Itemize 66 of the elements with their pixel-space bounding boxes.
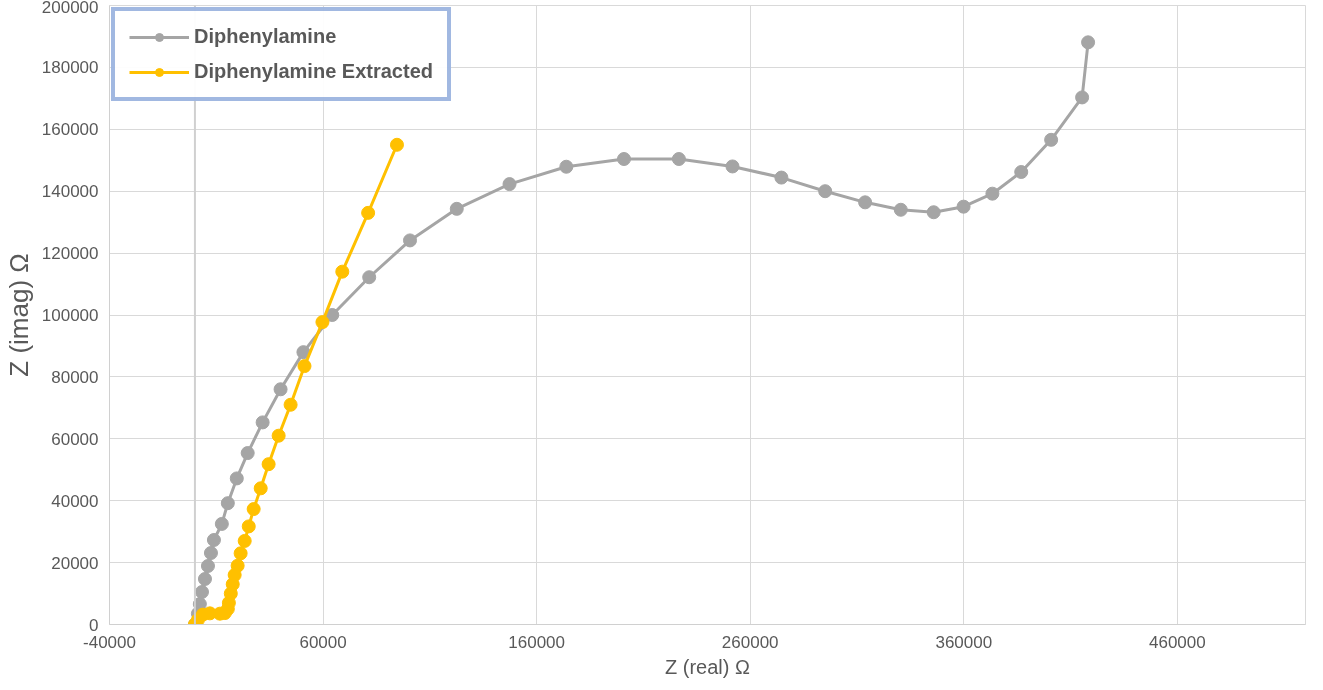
point: [197, 572, 212, 586]
point: [255, 415, 270, 430]
point: [220, 496, 235, 511]
x-tick-label: -40000: [83, 632, 136, 652]
point: [985, 186, 1000, 201]
point: [296, 345, 311, 360]
point: [233, 546, 248, 561]
point: [297, 359, 312, 374]
point: [241, 519, 256, 534]
point: [273, 382, 288, 397]
point: [818, 184, 833, 199]
point: [335, 264, 350, 279]
point: [956, 199, 971, 214]
legend-label: Diphenylamine Extracted: [194, 60, 433, 83]
point: [283, 397, 298, 412]
point: [926, 205, 941, 220]
y-tick-label: 60000: [51, 429, 99, 449]
point: [230, 558, 245, 573]
y-tick-label: 140000: [41, 182, 99, 202]
x-tick-label: 460000: [1148, 632, 1206, 652]
x-axis-title: Z (real) Ω: [665, 655, 751, 678]
point: [246, 502, 261, 517]
point: [1014, 165, 1029, 179]
point: [389, 137, 404, 152]
point: [1081, 35, 1096, 50]
point: [502, 177, 517, 192]
point: [253, 481, 268, 496]
point: [893, 202, 908, 217]
point: [858, 195, 873, 210]
y-tick-label: 200000: [41, 0, 99, 17]
point: [361, 205, 376, 220]
point: [240, 446, 255, 461]
point: [261, 457, 276, 472]
point: [203, 546, 218, 560]
point: [725, 159, 740, 174]
x-tick-label: 160000: [508, 632, 566, 652]
point: [200, 559, 215, 573]
point: [194, 585, 209, 599]
y-tick-label: 20000: [51, 553, 99, 573]
point: [214, 516, 229, 531]
legend-label: Diphenylamine: [194, 25, 337, 48]
point: [206, 533, 221, 547]
point: [616, 152, 631, 166]
point: [559, 159, 574, 174]
y-axis-title: Z (imag) Ω: [3, 253, 34, 377]
point: [315, 315, 330, 330]
y-tick-label: 180000: [41, 58, 99, 78]
point: [1075, 90, 1090, 105]
point: [1044, 132, 1059, 147]
x-tick-label: 260000: [721, 632, 779, 652]
y-tick-label: 120000: [41, 244, 99, 264]
y-tick-label: 160000: [41, 120, 99, 140]
y-tick-label: 40000: [51, 491, 99, 511]
point: [402, 233, 417, 248]
point: [362, 270, 377, 285]
point: [774, 170, 789, 185]
x-tick-label: 360000: [935, 632, 993, 652]
y-tick-label: 100000: [41, 306, 99, 325]
point: [671, 152, 686, 166]
y-tick-label: 80000: [51, 367, 99, 387]
point: [271, 428, 286, 443]
x-tick-label: 60000: [299, 632, 347, 652]
point: [237, 533, 252, 548]
point: [229, 471, 244, 486]
point: [449, 201, 464, 216]
y-tick-label: 0: [89, 615, 99, 635]
